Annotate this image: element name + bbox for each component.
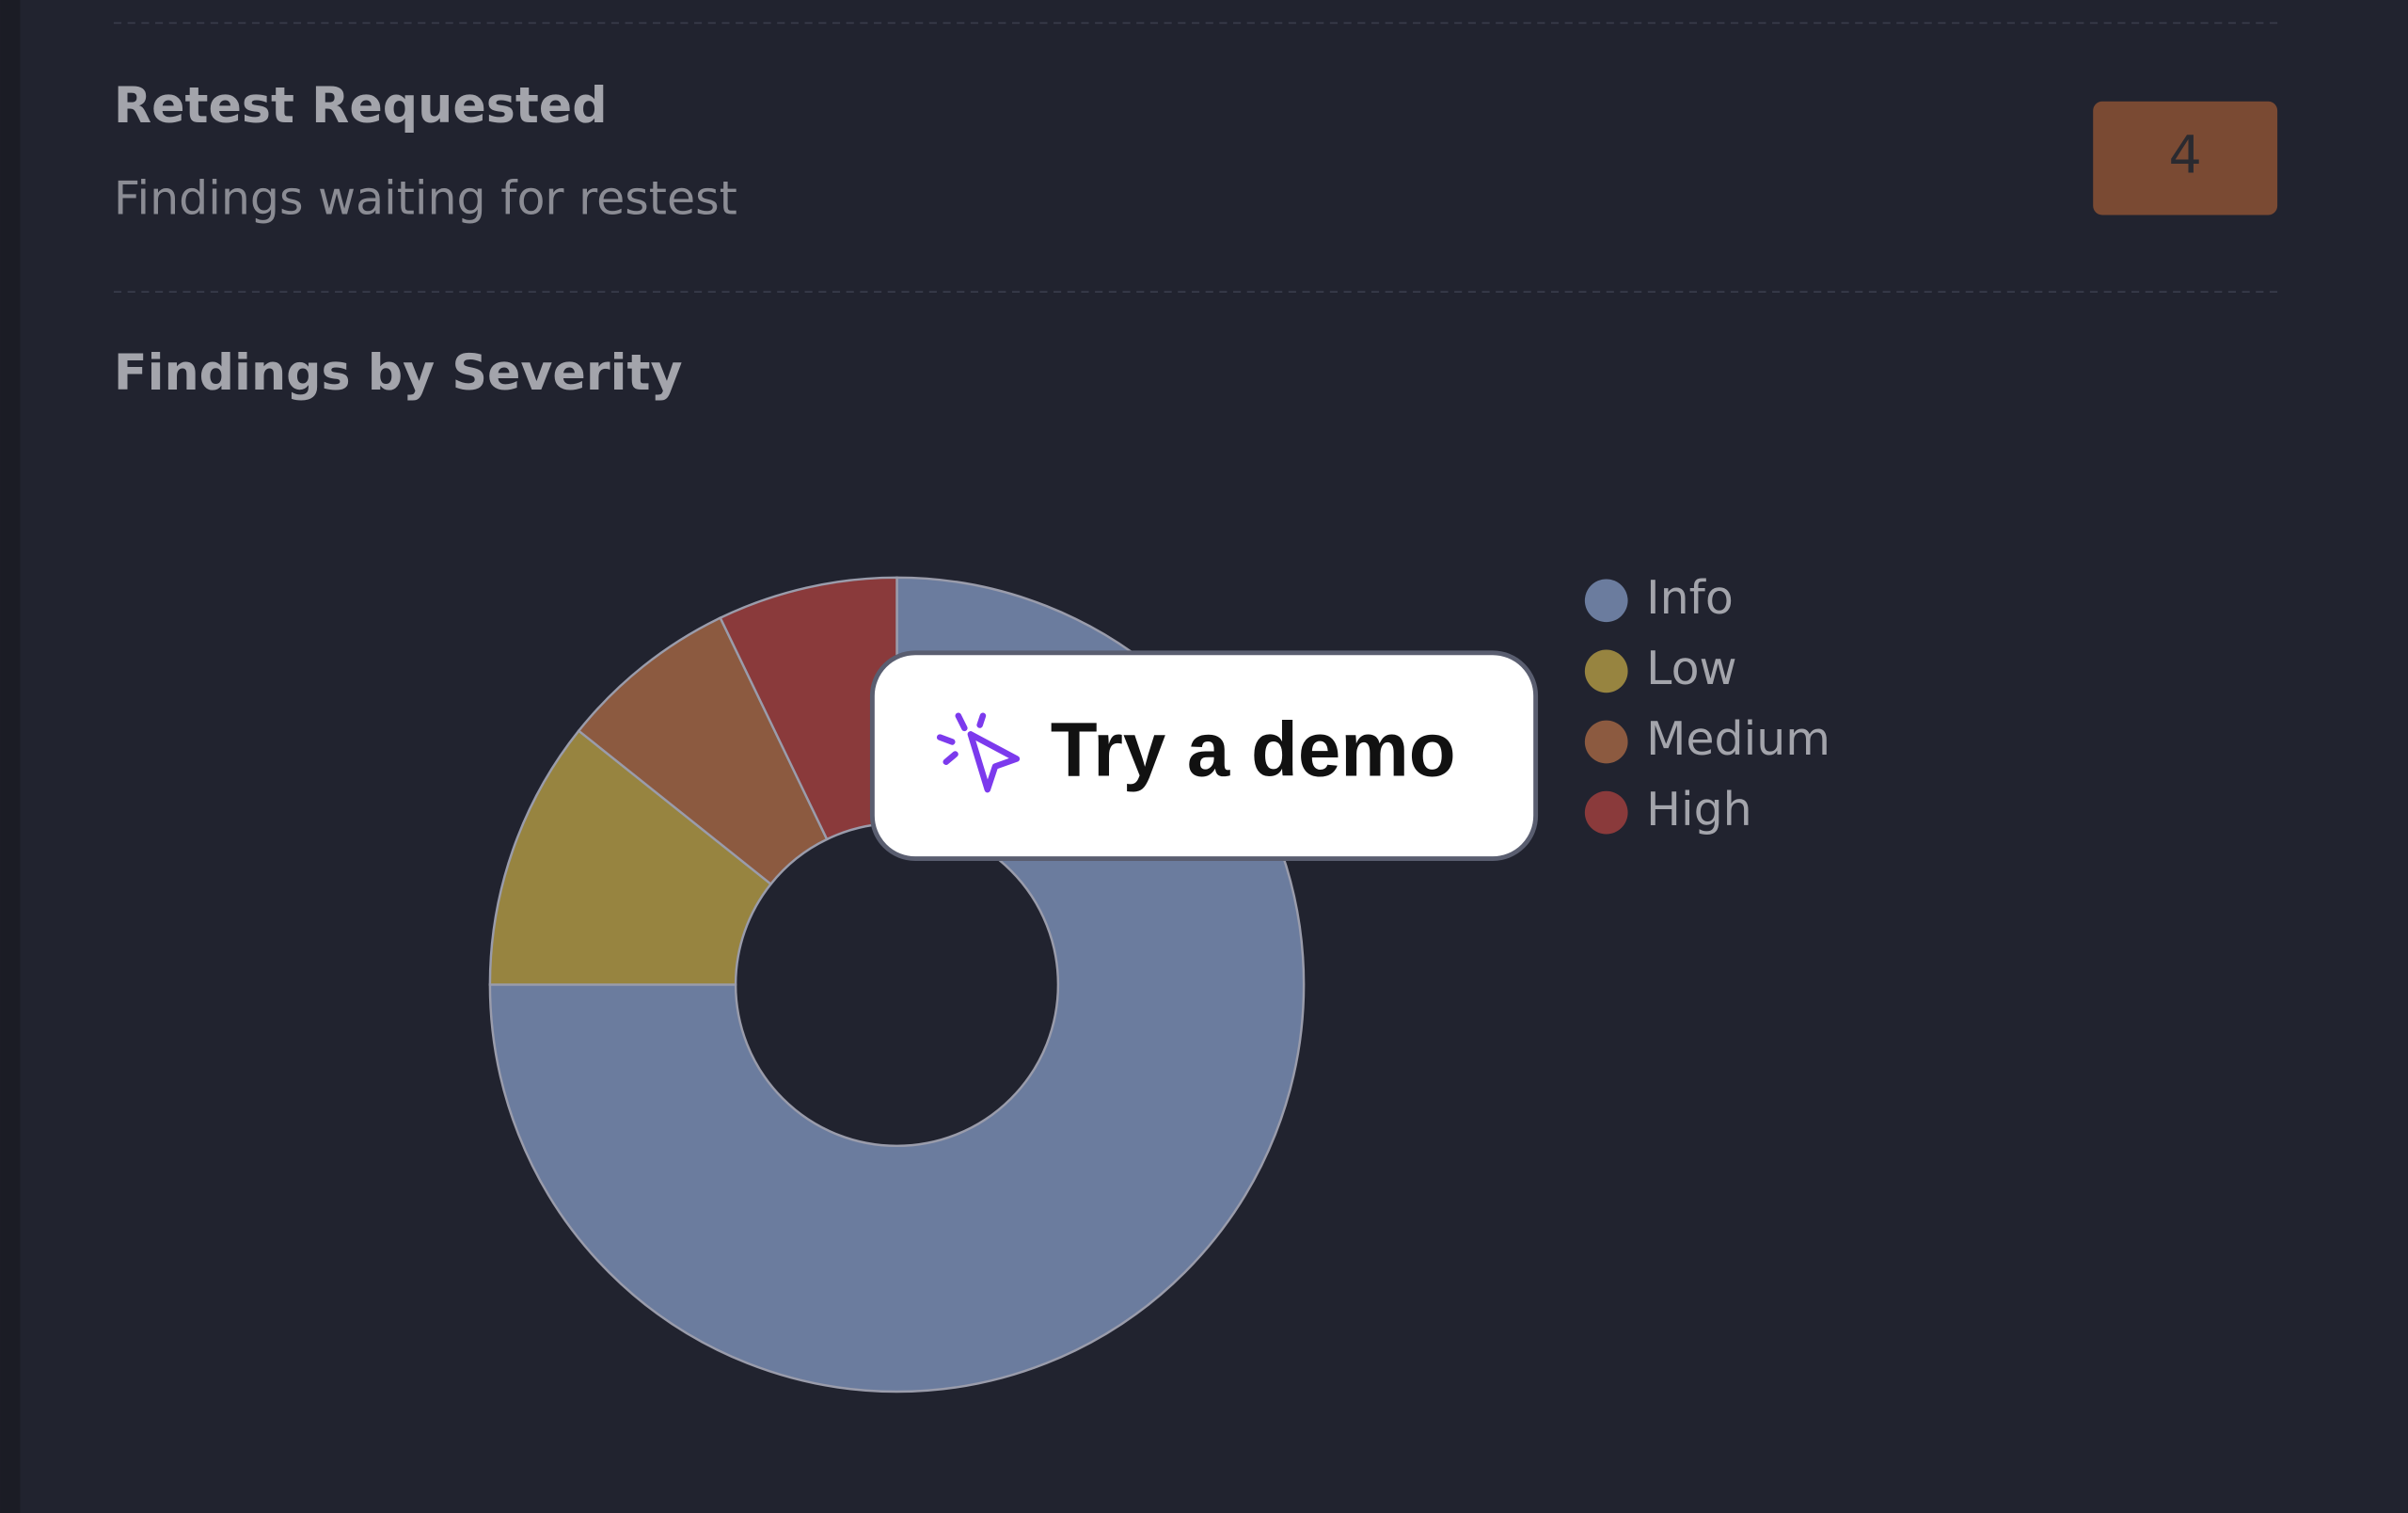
pie-slice — [719, 576, 898, 841]
legend-swatch — [1584, 649, 1628, 693]
legend-swatch — [1584, 579, 1628, 623]
legend-label: Medium — [1646, 712, 1830, 766]
legend-swatch — [1584, 790, 1628, 835]
legend-swatch — [1584, 720, 1628, 764]
demo-button-box[interactable] — [869, 650, 1539, 862]
legend-label: High — [1646, 783, 1752, 836]
retest-subtitle: Findings waiting for restest — [114, 171, 737, 225]
chart-title: Findings by Severity — [114, 345, 683, 402]
pie-slice — [488, 728, 773, 986]
retest-badge — [2093, 101, 2278, 215]
retest-title: Retest Requested — [114, 78, 608, 135]
legend-label: Info — [1646, 571, 1734, 625]
side-edge — [0, 0, 21, 1513]
legend-label: Low — [1646, 642, 1736, 695]
cursor-icon — [936, 712, 1021, 793]
retest-count: 4 — [2169, 124, 2202, 185]
demo-button[interactable]: Try a demo — [869, 650, 1539, 862]
demo-button-label[interactable]: Try a demo — [1051, 708, 1456, 793]
legend: Info Low Medium High — [1584, 571, 1830, 836]
